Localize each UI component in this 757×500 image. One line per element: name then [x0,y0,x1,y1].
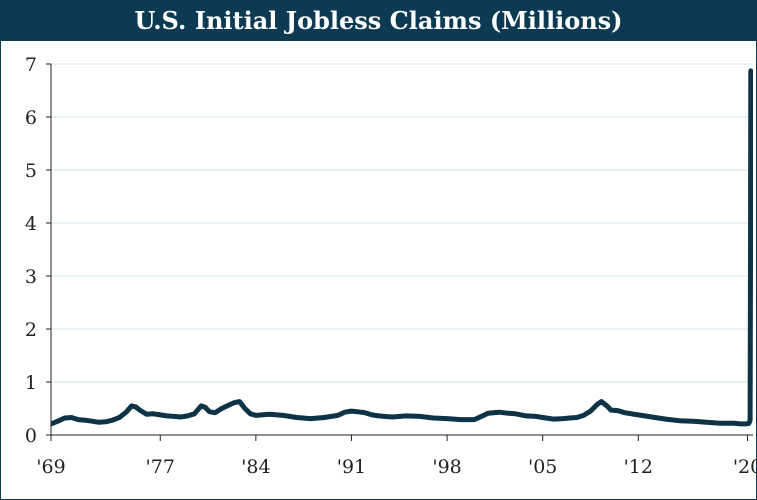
y-tick-label: 2 [25,319,37,341]
axes [46,63,753,441]
x-tick-label: '12 [624,456,653,478]
x-tick-label: '84 [241,456,270,478]
y-tick-label: 6 [25,107,37,129]
x-tick-label: '05 [528,456,557,478]
y-tick-label: 4 [25,213,37,235]
x-tick-label: '77 [146,456,175,478]
y-tick-label: 7 [25,54,37,76]
chart-title: U.S. Initial Jobless Claims (Millions) [1,1,756,41]
x-tick-label: '98 [432,456,461,478]
y-tick-labels: 0 1 2 3 4 5 6 7 [25,54,37,447]
x-tick-label: '69 [36,456,65,478]
y-tick-label: 3 [25,266,37,288]
y-tick-label: 0 [25,425,37,447]
y-tick-label: 1 [25,372,37,394]
series [51,68,753,427]
x-tick-label: '20 [733,456,757,478]
x-tick-label: '91 [337,456,366,478]
gridlines [51,63,753,383]
series-line-0 [51,68,753,427]
y-tick-label: 5 [25,160,37,182]
x-tick-labels: '69 '77 '84 '91 '98 '05 '12 '20 [36,456,757,478]
